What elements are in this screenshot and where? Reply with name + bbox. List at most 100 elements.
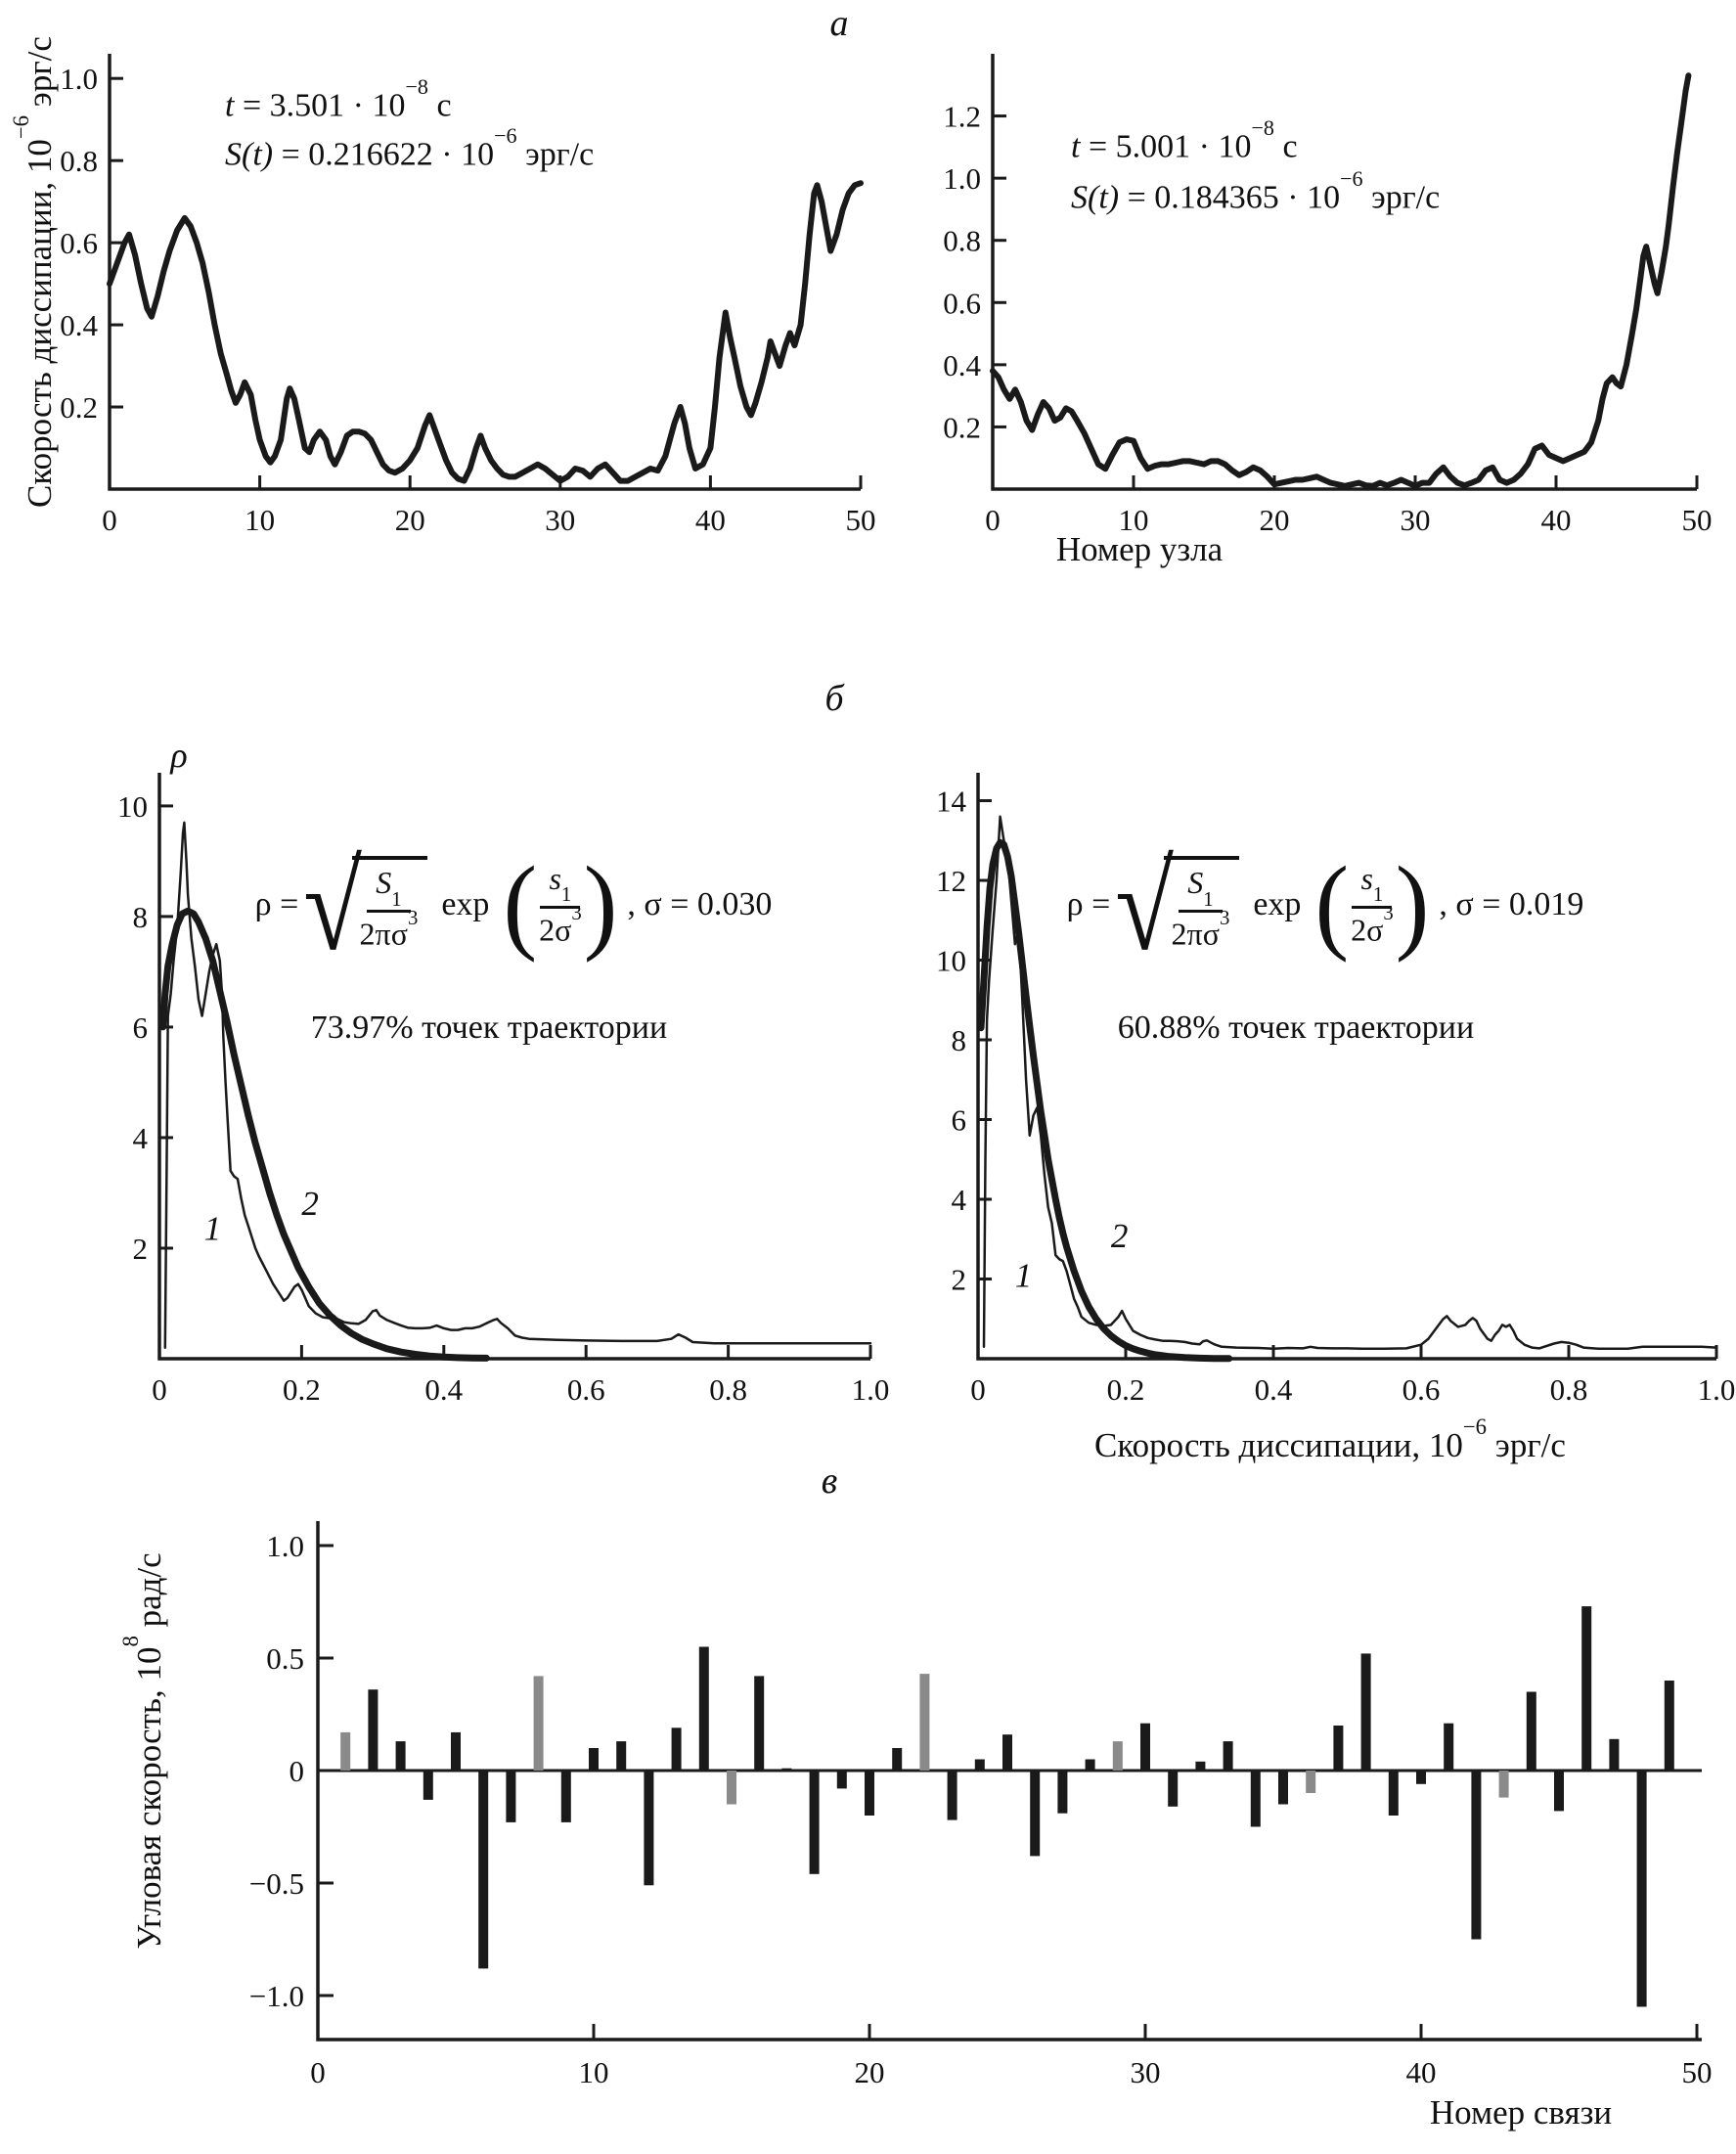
title-sup: −6 [8,114,33,140]
y-tick-label: 1.2 [943,100,981,134]
bar [1554,1771,1564,1812]
y-tick-label: 1.0 [266,1529,304,1563]
bar [892,1748,903,1771]
bar [423,1771,433,1800]
sub-1: 1 [1372,883,1384,907]
bar [478,1771,489,1969]
formula-rho: ρ = [1067,886,1111,923]
curve-label: 1 [1015,1257,1033,1295]
bar [1278,1771,1288,1805]
denominator: 2σ3 [1351,902,1394,949]
x-tick-label: 30 [1401,503,1431,537]
y-tick-label: 0.6 [60,226,98,260]
title-text: эрг/с [1487,1425,1566,1464]
bar [1168,1771,1179,1807]
x-tick-label: 10 [1119,503,1149,537]
x-tick-label: 30 [545,503,575,537]
y-tick-label: 4 [133,1121,149,1155]
bar [368,1689,378,1771]
denominator: 2πσ3 [360,907,419,953]
x-tick-label: 10 [579,2055,609,2089]
ann-text: = 5.001 · 10 [1080,128,1252,165]
x-tick-label: 30 [1131,2055,1161,2089]
bar [506,1771,516,1822]
title-text: эрг/с [20,36,59,115]
x-tick-label: 0.6 [1402,1372,1441,1407]
ann-text: с [427,87,452,124]
x-axis-title-bond: Номер связи [1429,2093,1613,2132]
fraction: S1 2πσ3 [1172,865,1230,953]
fraction: s1 2σ3 [1351,861,1394,949]
bar [1112,1741,1123,1771]
x-tick-label: 0 [102,503,117,537]
y-tick-label: 0.4 [60,308,98,342]
panel-label-a: а [829,3,849,44]
axis-line [991,54,1697,491]
bar [1333,1726,1344,1771]
curve-label: 2 [1111,1217,1129,1255]
density-formula-right: ρ = √ S1 2πσ3 exp ( s1 2σ3 ) , σ = 0.019 [1066,837,1584,976]
x-tick-label: 20 [855,2055,885,2089]
fraction: s1 2σ3 [539,861,582,949]
x-tick-label: 0.4 [1255,1372,1293,1407]
annotation-a1-entropy: S(t) = 0.216622 · 10−6 эрг/с [225,123,595,173]
bar [919,1674,930,1771]
data-line [107,180,864,484]
title-text: рад/с [129,1552,168,1637]
numerator: s1 [1352,861,1393,909]
y-tick-label: 2 [952,1263,967,1297]
y-tick-label: 1.0 [60,62,98,96]
bar [1581,1606,1592,1771]
sub-1: 1 [1203,887,1214,911]
bar [974,1759,985,1771]
annotation-a2-entropy: S(t) = 0.184365 · 10−6 эрг/с [1071,166,1440,216]
data-line [990,72,1692,489]
bar [1306,1771,1316,1793]
x-tick-label: 0.2 [283,1372,321,1407]
ann-text: эрг/с [516,136,595,173]
x-tick-label: 50 [846,503,876,537]
x-tick-label: 0.4 [424,1372,463,1407]
bar [1002,1734,1012,1771]
bar [836,1771,847,1789]
ann-text: = 0.216622 · 10 [273,136,495,173]
rho: ρ [254,886,272,922]
x-tick-label: 0.8 [1550,1372,1588,1407]
bar [395,1741,406,1771]
title-text: Скорость диссипации, 10 [1094,1425,1463,1464]
bar [1388,1771,1399,1816]
y-tick-label: 0.4 [943,348,981,382]
bar [754,1676,765,1771]
x-tick-label: 0 [310,2055,326,2089]
y-tick-label: 6 [952,1103,967,1138]
x-tick-label: 1.0 [1698,1372,1736,1407]
bar [1250,1771,1261,1827]
y-tick-label: 8 [952,1023,967,1057]
radicand: S1 2πσ3 [1163,856,1240,953]
x-tick-label: 40 [1541,503,1572,537]
rho: ρ [1066,886,1084,922]
data-line [159,907,490,1362]
trajectory-pct-left: 73.97% точек траектории [310,1010,668,1046]
panel-label-v: в [821,1460,838,1502]
y-tick-label: 1.0 [943,161,981,196]
bar [1471,1771,1482,1940]
den-text: 2πσ [1171,916,1220,952]
bar [1360,1653,1371,1771]
bar [727,1771,736,1805]
x-tick-label: 0.6 [567,1372,605,1407]
formula-rho: ρ = [255,886,299,923]
bar [644,1771,654,1886]
y-tick-label: 10 [936,944,966,978]
var-S1: S [376,865,392,901]
y-tick-label: 0.2 [943,410,981,444]
x-tick-label: 1.0 [852,1372,890,1407]
bar [560,1771,571,1822]
x-tick-label: 0 [970,1372,986,1407]
sup-3: 3 [571,902,582,925]
y-axis-title-dissipation: Скорость диссипации, 10−6 эрг/с [9,36,60,508]
y-axis-title-angular: Угловая скорость, 108 рад/с [118,1552,169,1949]
x-tick-label: 10 [245,503,275,537]
y-tick-label: 0.5 [266,1641,304,1676]
bar [1057,1771,1068,1814]
